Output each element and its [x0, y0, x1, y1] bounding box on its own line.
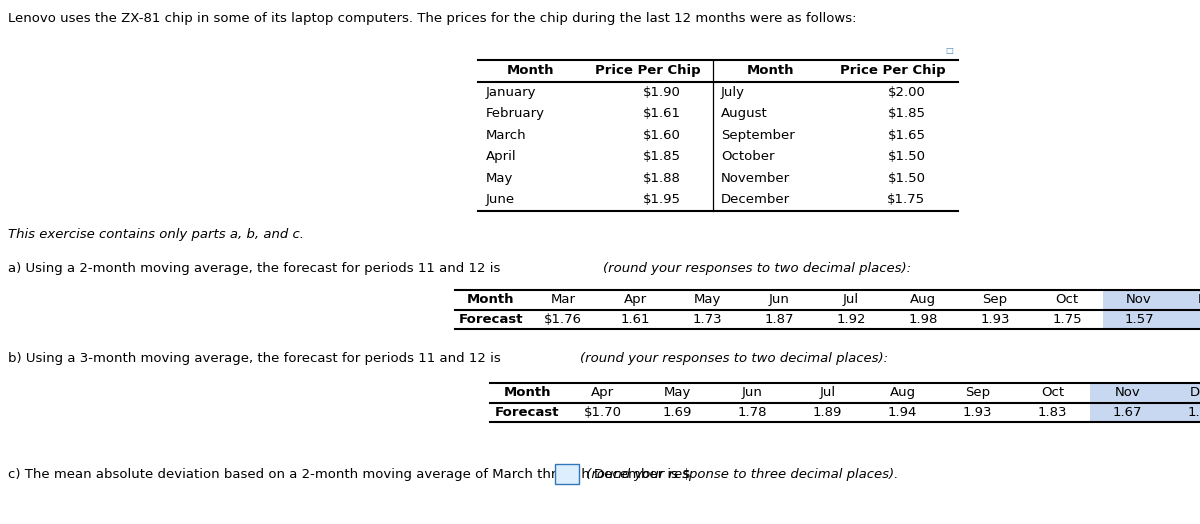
- Text: May: May: [486, 172, 514, 185]
- Text: 1.98: 1.98: [908, 313, 937, 326]
- Text: 1.69: 1.69: [662, 406, 692, 419]
- Text: December: December: [721, 193, 790, 206]
- Text: June: June: [486, 193, 515, 206]
- Text: Apr: Apr: [624, 293, 647, 306]
- Text: 1.94: 1.94: [888, 406, 917, 419]
- Text: 1.73: 1.73: [692, 313, 722, 326]
- Text: $1.75: $1.75: [887, 193, 925, 206]
- Bar: [1165, 402, 1200, 422]
- Text: Month: Month: [746, 64, 794, 77]
- Text: July: July: [721, 86, 745, 99]
- Text: November: November: [721, 172, 790, 185]
- Text: Sep: Sep: [983, 293, 1008, 306]
- Text: $1.65: $1.65: [888, 129, 925, 142]
- Text: Jun: Jun: [742, 386, 763, 399]
- Text: c) The mean absolute deviation based on a 2-month moving average of March throug: c) The mean absolute deviation based on …: [8, 468, 691, 481]
- Text: $2.00: $2.00: [888, 86, 925, 99]
- Text: Lenovo uses the ZX-81 chip in some of its laptop computers. The prices for the c: Lenovo uses the ZX-81 chip in some of it…: [8, 12, 857, 25]
- Text: $1.88: $1.88: [643, 172, 680, 185]
- Text: January: January: [486, 86, 536, 99]
- Text: $1.50: $1.50: [888, 150, 925, 163]
- Text: Forecast: Forecast: [458, 313, 523, 326]
- Text: Month: Month: [506, 64, 554, 77]
- Text: This exercise contains only parts a, b, and c.: This exercise contains only parts a, b, …: [8, 228, 304, 241]
- Text: April: April: [486, 150, 517, 163]
- Text: Mar: Mar: [551, 293, 576, 306]
- Text: $1.85: $1.85: [888, 107, 925, 120]
- Text: Nov: Nov: [1115, 386, 1140, 399]
- Text: $1.60: $1.60: [643, 129, 680, 142]
- Text: 1.87: 1.87: [764, 313, 793, 326]
- Bar: [1103, 290, 1175, 310]
- Text: Nov: Nov: [1126, 293, 1152, 306]
- Text: Month: Month: [467, 293, 515, 306]
- Text: Oct: Oct: [1040, 386, 1064, 399]
- Text: February: February: [486, 107, 545, 120]
- Text: a) Using a 2-month moving average, the forecast for periods 11 and 12 is: a) Using a 2-month moving average, the f…: [8, 262, 505, 275]
- Text: 1.78: 1.78: [738, 406, 767, 419]
- Bar: [1175, 310, 1200, 329]
- Text: $1.76: $1.76: [544, 313, 582, 326]
- Bar: [1175, 290, 1200, 310]
- Text: 1.89: 1.89: [812, 406, 842, 419]
- Text: Price Per Chip: Price Per Chip: [840, 64, 946, 77]
- Text: 1.92: 1.92: [836, 313, 865, 326]
- Text: September: September: [721, 129, 794, 142]
- Text: (round your responses to two decimal places):: (round your responses to two decimal pla…: [580, 352, 888, 365]
- Text: 1.67: 1.67: [1112, 406, 1142, 419]
- Text: Aug: Aug: [889, 386, 916, 399]
- Bar: [1090, 402, 1165, 422]
- FancyBboxPatch shape: [556, 464, 580, 485]
- Text: $1.85: $1.85: [642, 150, 680, 163]
- Text: (round your response to three decimal places).: (round your response to three decimal pl…: [582, 468, 899, 481]
- Text: b) Using a 3-month moving average, the forecast for periods 11 and 12 is: b) Using a 3-month moving average, the f…: [8, 352, 505, 365]
- Text: May: May: [694, 293, 721, 306]
- Text: 1.75: 1.75: [1052, 313, 1082, 326]
- Text: Apr: Apr: [590, 386, 614, 399]
- Text: $1.95: $1.95: [642, 193, 680, 206]
- Text: Dec: Dec: [1198, 293, 1200, 306]
- Text: $1.70: $1.70: [583, 406, 622, 419]
- Text: Sep: Sep: [965, 386, 990, 399]
- Text: Price Per Chip: Price Per Chip: [595, 64, 701, 77]
- Text: October: October: [721, 150, 774, 163]
- Text: $1.61: $1.61: [642, 107, 680, 120]
- Text: Jun: Jun: [768, 293, 790, 306]
- Text: $1.90: $1.90: [643, 86, 680, 99]
- Bar: [1090, 383, 1165, 402]
- Text: Month: Month: [504, 386, 551, 399]
- Text: (round your responses to two decimal places):: (round your responses to two decimal pla…: [604, 262, 911, 275]
- Text: $1.50: $1.50: [888, 172, 925, 185]
- Text: 1.61: 1.61: [620, 313, 649, 326]
- Bar: [1103, 310, 1175, 329]
- Text: May: May: [664, 386, 691, 399]
- Text: Aug: Aug: [910, 293, 936, 306]
- Text: 1.93: 1.93: [980, 313, 1009, 326]
- Text: Forecast: Forecast: [496, 406, 559, 419]
- Text: Dec: Dec: [1189, 386, 1200, 399]
- Text: 1.83: 1.83: [1038, 406, 1067, 419]
- Bar: [1165, 383, 1200, 402]
- Text: Jul: Jul: [842, 293, 859, 306]
- Text: 1.55: 1.55: [1188, 406, 1200, 419]
- Text: Oct: Oct: [1056, 293, 1079, 306]
- Text: August: August: [721, 107, 768, 120]
- Text: □: □: [946, 46, 953, 55]
- Text: 1.93: 1.93: [962, 406, 992, 419]
- Text: Jul: Jul: [820, 386, 835, 399]
- Text: March: March: [486, 129, 527, 142]
- Text: 1.57: 1.57: [1124, 313, 1154, 326]
